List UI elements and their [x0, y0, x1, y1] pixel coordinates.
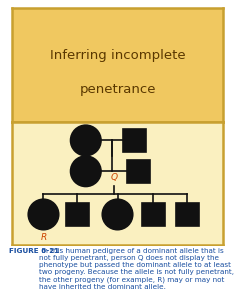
Bar — [127, 160, 150, 183]
Text: Inferring incomplete: Inferring incomplete — [50, 49, 185, 62]
Bar — [142, 203, 165, 226]
Text: In this human pedigree of a dominant allele that is not fully penetrant, person : In this human pedigree of a dominant all… — [39, 248, 234, 290]
Ellipse shape — [70, 156, 101, 187]
Bar — [66, 203, 89, 226]
Ellipse shape — [102, 199, 133, 230]
Text: penetrance: penetrance — [79, 83, 156, 96]
Ellipse shape — [28, 199, 59, 230]
Text: FIGURE 6-21: FIGURE 6-21 — [9, 248, 60, 254]
Text: Q: Q — [110, 173, 118, 182]
Bar — [123, 129, 146, 152]
Bar — [176, 203, 199, 226]
Text: R: R — [40, 233, 47, 242]
Ellipse shape — [70, 125, 101, 156]
